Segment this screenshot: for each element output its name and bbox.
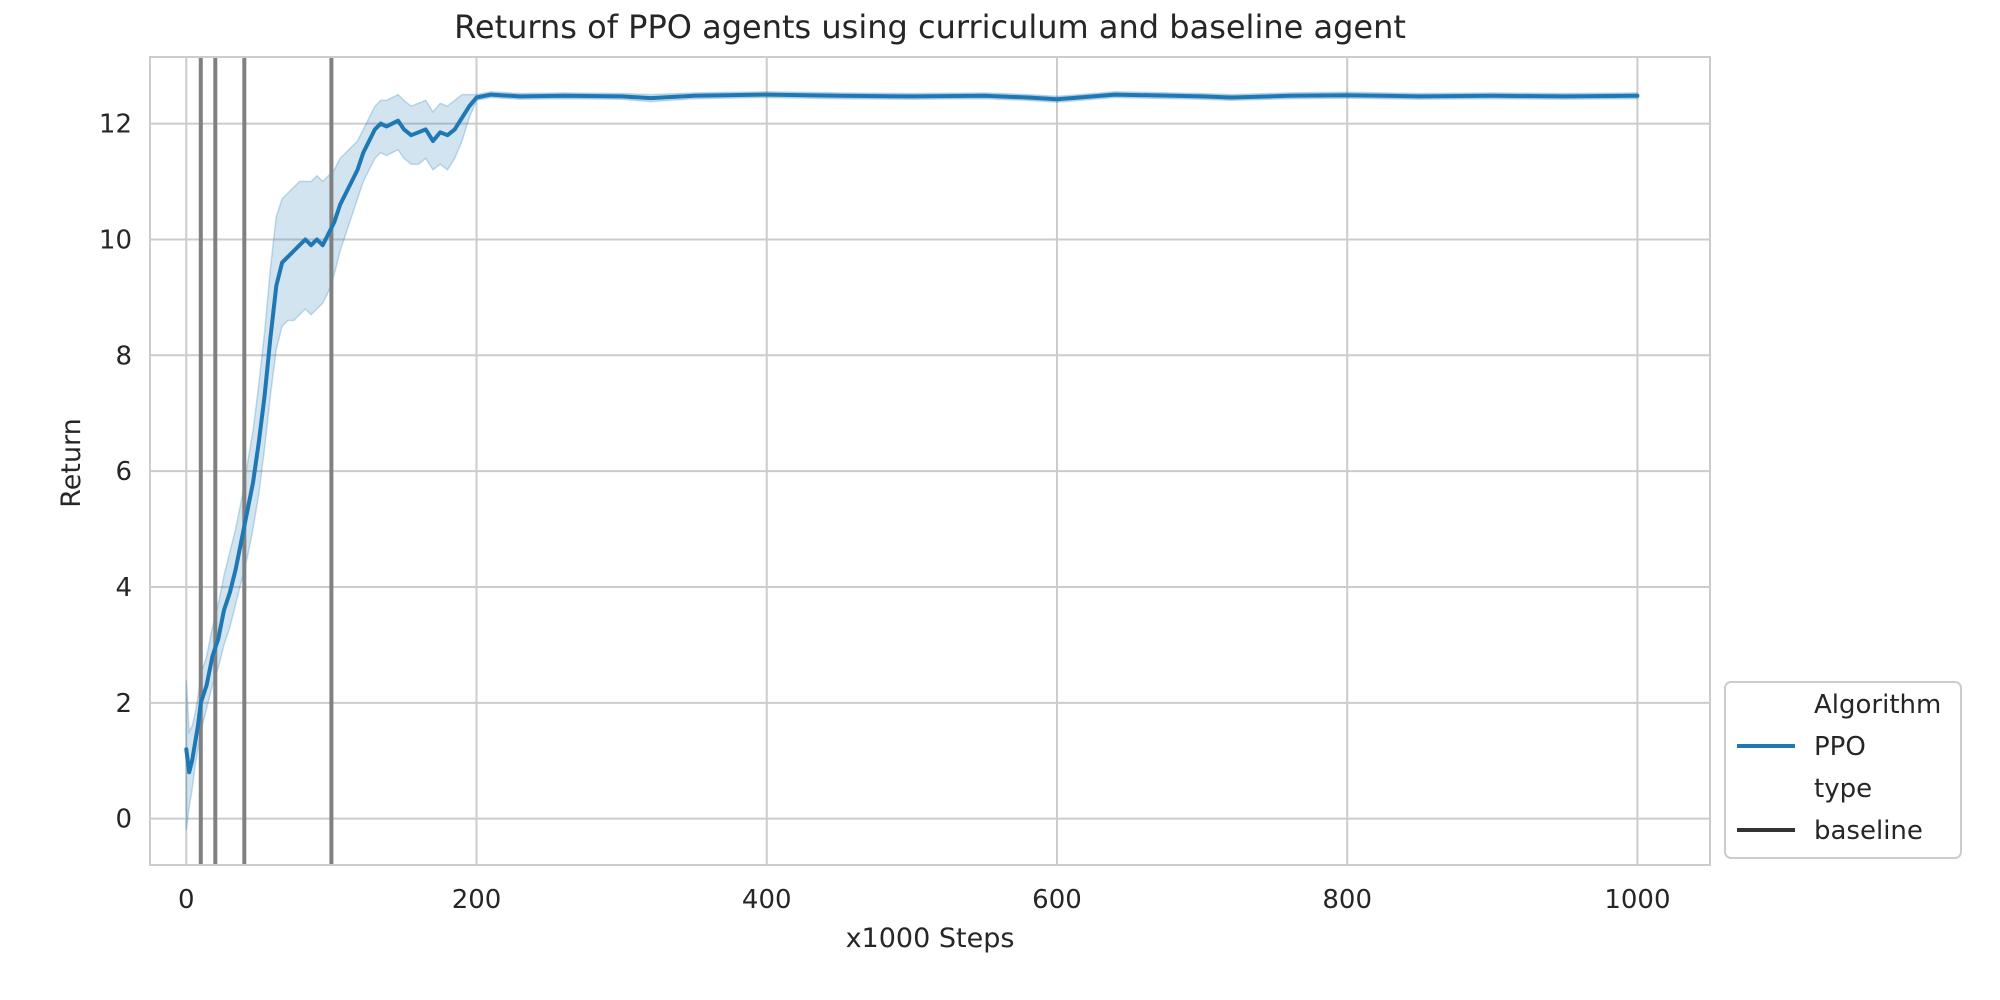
y-tick-label: 10 bbox=[99, 225, 132, 255]
series-line-ppo bbox=[184, 92, 1640, 775]
y-tick-label: 2 bbox=[115, 689, 132, 719]
x-axis-label: x1000 Steps bbox=[846, 923, 1015, 954]
legend-label-ppo: PPO bbox=[1814, 732, 1866, 762]
x-tick-label: 1000 bbox=[1604, 885, 1670, 915]
y-tick-label: 0 bbox=[115, 805, 132, 835]
x-tick-label: 0 bbox=[178, 885, 195, 915]
y-tick-label: 4 bbox=[115, 573, 132, 603]
chart-title: Returns of PPO agents using curriculum a… bbox=[454, 8, 1406, 46]
y-tick-label: 8 bbox=[115, 341, 132, 371]
x-tick-label: 800 bbox=[1322, 885, 1372, 915]
confidence-band bbox=[185, 91, 1639, 831]
plot-background bbox=[150, 57, 1710, 865]
confidence-band-layer bbox=[185, 91, 1639, 831]
curriculum-vlines bbox=[198, 57, 334, 865]
legend-label-baseline: baseline bbox=[1814, 816, 1923, 846]
grid-lines bbox=[150, 57, 1710, 865]
legend-box bbox=[1724, 681, 1962, 859]
y-axis-label: Return bbox=[56, 418, 87, 508]
legend-header-algorithm: Algorithm bbox=[1814, 690, 1941, 720]
legend-header-type: type bbox=[1814, 774, 1872, 804]
y-tick-label: 6 bbox=[115, 457, 132, 487]
y-tick-label: 12 bbox=[99, 110, 132, 140]
x-tick-labels: 0 200 400 600 800 1000 bbox=[178, 885, 1671, 915]
x-tick-label: 600 bbox=[1032, 885, 1082, 915]
plot-frame bbox=[149, 56, 1711, 866]
series-line-layer bbox=[184, 92, 1640, 775]
y-tick-labels: 0 2 4 6 8 10 12 bbox=[99, 110, 132, 835]
x-tick-label: 200 bbox=[452, 885, 502, 915]
legend: Algorithm PPO type baseline bbox=[1724, 681, 1962, 859]
x-tick-label: 400 bbox=[742, 885, 792, 915]
